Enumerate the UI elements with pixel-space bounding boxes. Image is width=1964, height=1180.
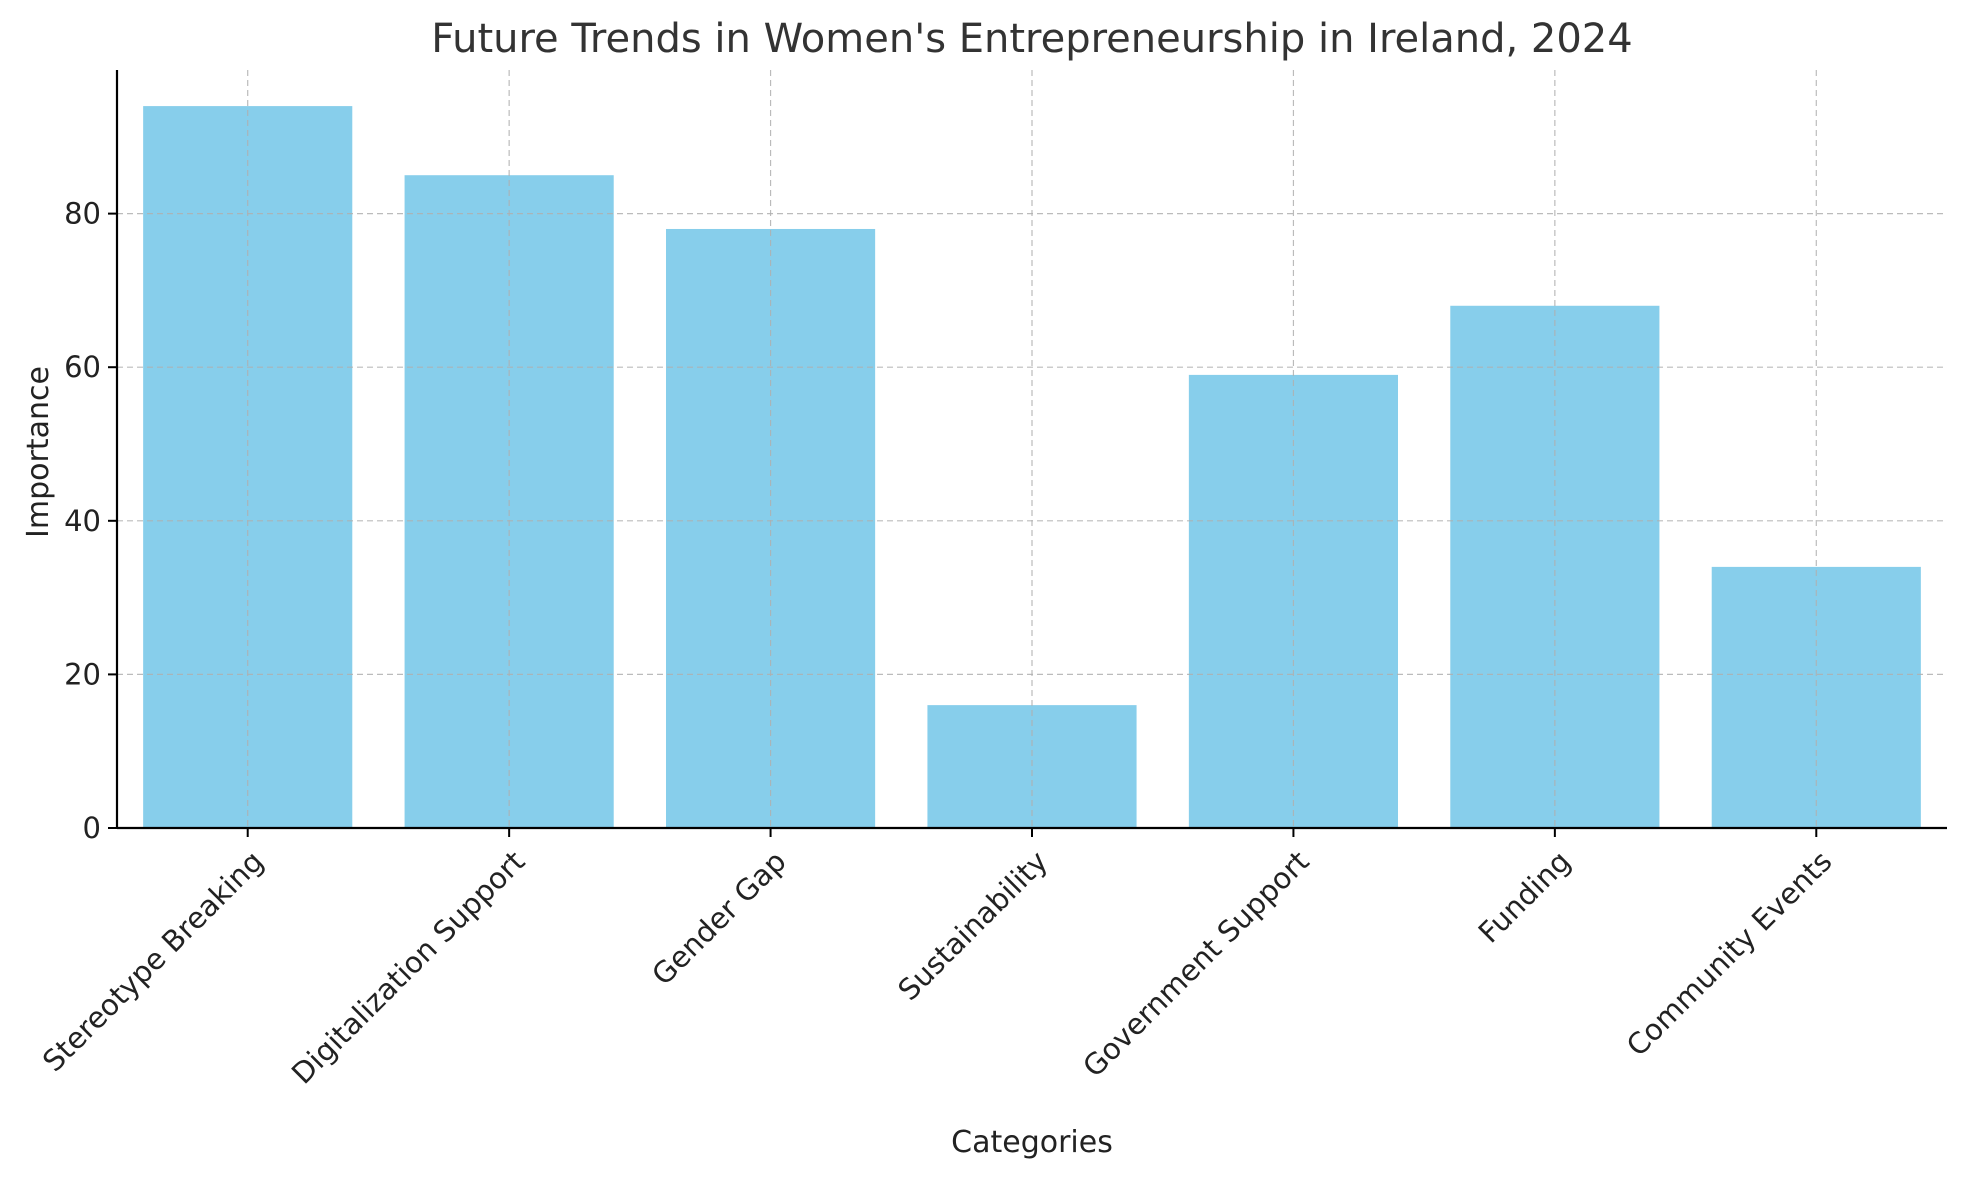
x-tick-label: Digitalization Support xyxy=(285,844,531,1090)
gridlines xyxy=(117,70,1947,829)
x-tick-label: Funding xyxy=(1472,844,1577,949)
y-tick-label: 60 xyxy=(64,350,101,384)
y-tick-label: 0 xyxy=(83,811,101,845)
bar-stereotype-breaking xyxy=(143,106,353,829)
y-tick-label: 80 xyxy=(64,197,101,231)
x-axis-label: Categories xyxy=(951,1125,1113,1160)
x-tick-label: Gender Gap xyxy=(645,844,793,992)
x-tick-label: Stereotype Breaking xyxy=(36,844,270,1078)
bar-community-events xyxy=(1711,566,1921,828)
x-tick-label: Sustainability xyxy=(891,844,1054,1007)
y-tick-label: 20 xyxy=(64,657,101,691)
y-axis-ticks: 0 20 40 60 80 xyxy=(64,197,117,845)
bar-gender-gap xyxy=(666,228,876,828)
chart-title: Future Trends in Women's Entrepreneurshi… xyxy=(431,16,1632,62)
y-tick-label: 40 xyxy=(64,504,101,538)
x-axis-ticks: Stereotype Breaking Digitalization Suppor… xyxy=(36,828,1839,1091)
x-tick-label: Community Events xyxy=(1620,844,1839,1063)
x-tick-label: Government Support xyxy=(1076,844,1316,1084)
y-axis-label: Importance xyxy=(21,366,56,538)
